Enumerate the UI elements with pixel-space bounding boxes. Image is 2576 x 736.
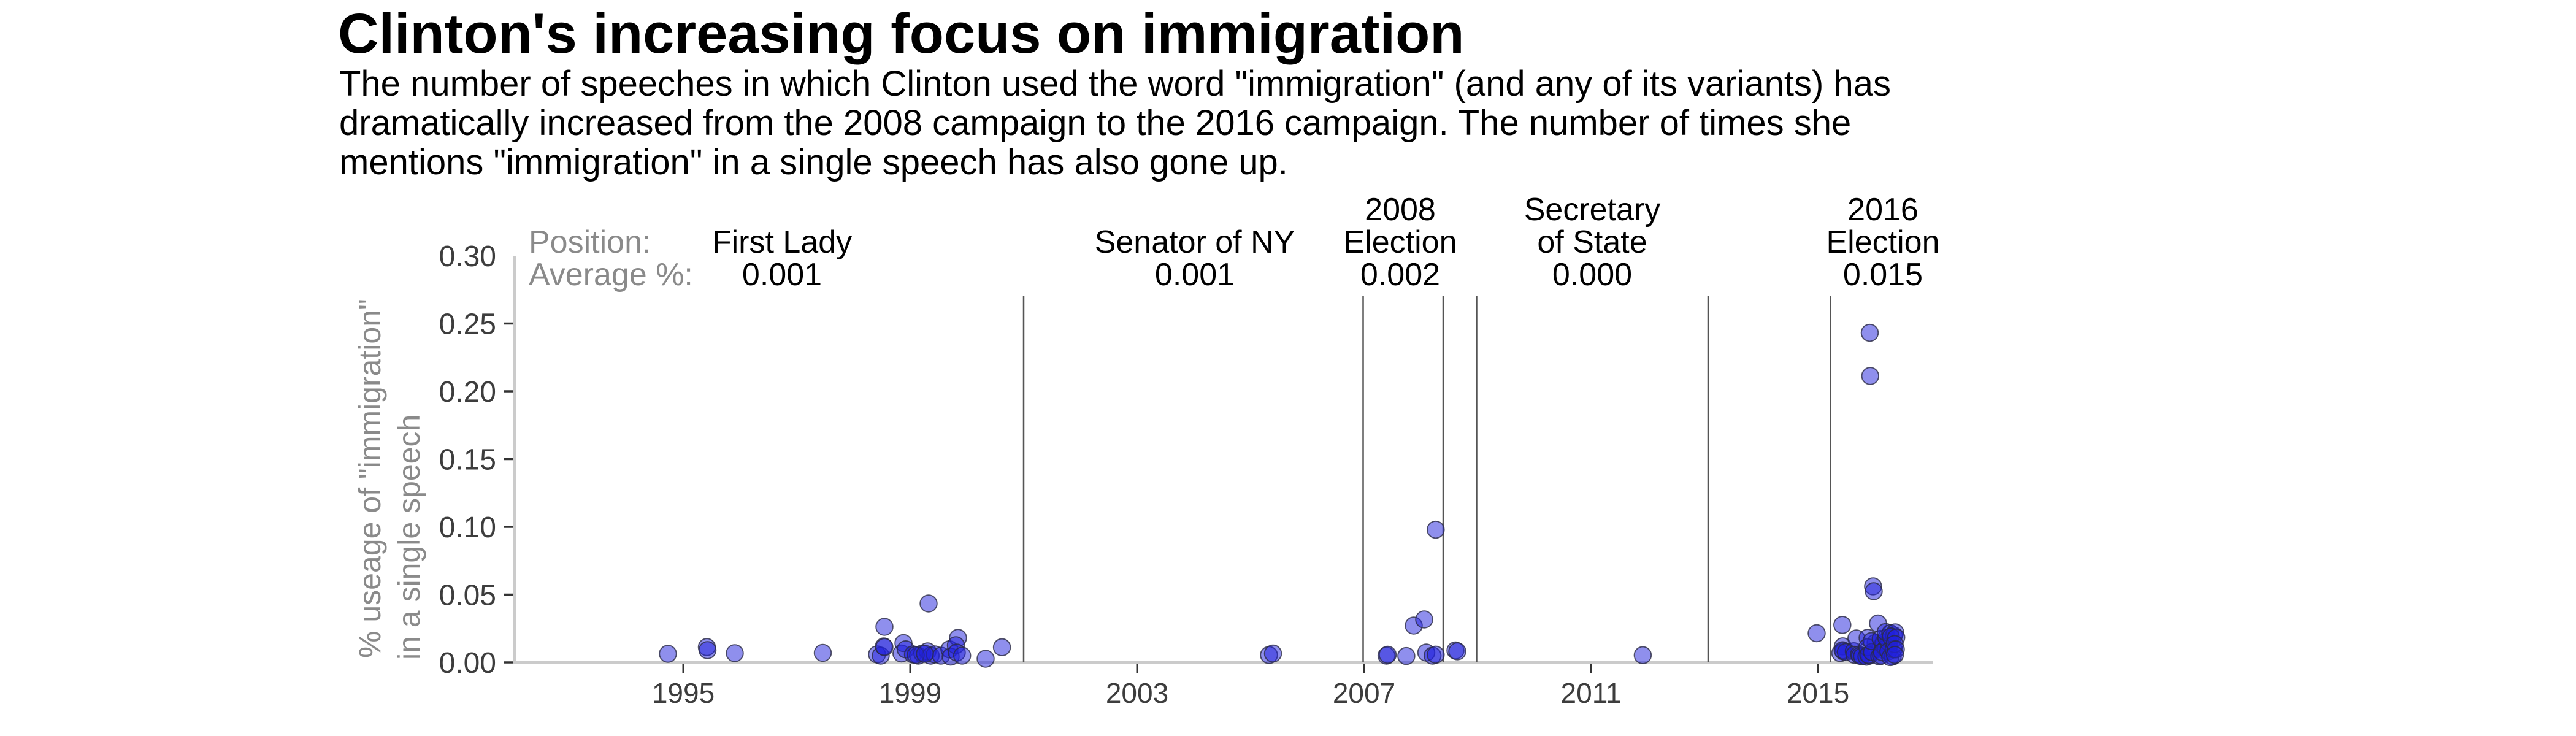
- svg-text:Secretary: Secretary: [1524, 192, 1661, 228]
- svg-text:of State: of State: [1537, 224, 1647, 260]
- svg-text:2008: 2008: [1365, 192, 1436, 228]
- svg-text:dramatically increased from th: dramatically increased from the 2008 cam…: [339, 103, 1851, 143]
- svg-text:1995: 1995: [652, 677, 715, 709]
- svg-text:0.000: 0.000: [1552, 257, 1632, 293]
- svg-text:First Lady: First Lady: [712, 224, 852, 260]
- svg-text:in a single speech: in a single speech: [392, 415, 426, 660]
- svg-text:0.30: 0.30: [439, 240, 496, 273]
- svg-text:Clinton's increasing focus on: Clinton's increasing focus on immigratio…: [338, 2, 1465, 65]
- svg-text:mentions "immigration" in a si: mentions "immigration" in a single speec…: [339, 142, 1288, 182]
- svg-text:0.25: 0.25: [439, 309, 496, 341]
- svg-text:0.15: 0.15: [439, 444, 496, 477]
- svg-text:% useage of "immigration": % useage of "immigration": [353, 299, 387, 658]
- svg-text:Position:: Position:: [529, 224, 651, 260]
- svg-text:2007: 2007: [1333, 677, 1395, 709]
- svg-text:0.001: 0.001: [742, 257, 822, 293]
- svg-text:0.00: 0.00: [439, 647, 496, 680]
- svg-text:2015: 2015: [1787, 677, 1849, 709]
- svg-text:0.001: 0.001: [1155, 257, 1235, 293]
- svg-text:Average %:: Average %:: [529, 257, 693, 293]
- svg-text:Senator of NY: Senator of NY: [1095, 224, 1295, 260]
- svg-text:0.05: 0.05: [439, 580, 496, 612]
- svg-text:0.015: 0.015: [1843, 257, 1923, 293]
- svg-text:0.10: 0.10: [439, 512, 496, 544]
- svg-text:0.002: 0.002: [1360, 257, 1440, 293]
- svg-text:2016: 2016: [1847, 192, 1919, 228]
- svg-text:2011: 2011: [1561, 677, 1622, 709]
- svg-text:0.20: 0.20: [439, 376, 496, 408]
- svg-text:Election: Election: [1344, 224, 1457, 260]
- svg-text:Election: Election: [1827, 224, 1940, 260]
- svg-text:The number of speeches in whic: The number of speeches in which Clinton …: [339, 64, 1891, 104]
- svg-text:2003: 2003: [1106, 677, 1168, 709]
- svg-text:1999: 1999: [879, 677, 941, 709]
